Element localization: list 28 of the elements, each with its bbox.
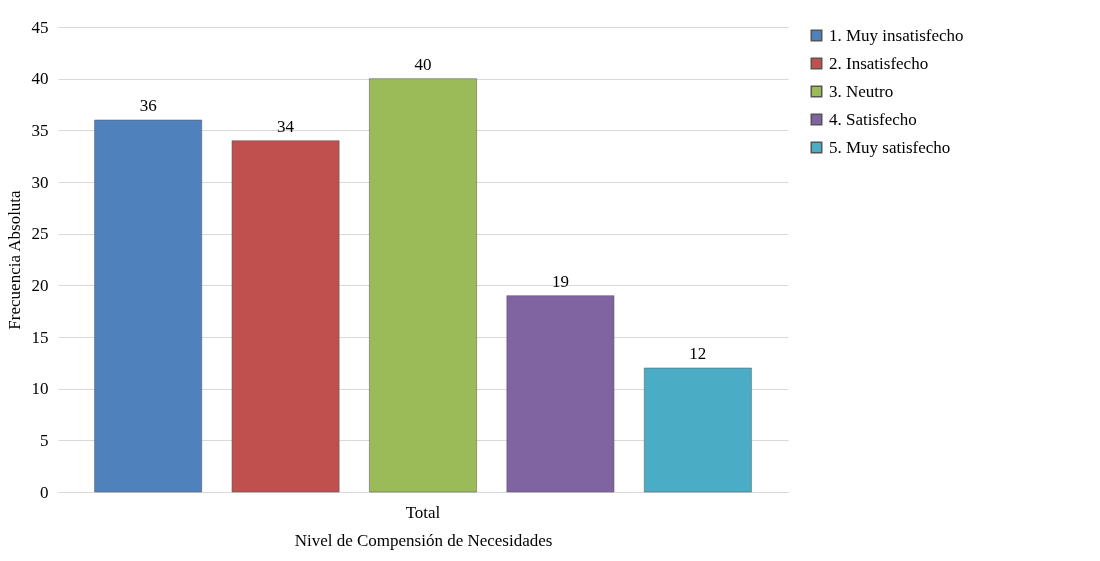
- y-tick-label: 15: [31, 327, 49, 347]
- legend-label: 2. Insatisfecho: [829, 53, 929, 73]
- legend-label: 1. Muy insatisfecho: [829, 25, 964, 45]
- y-tick-label: 30: [31, 172, 49, 192]
- y-tick-label: 35: [31, 120, 49, 140]
- bar: [506, 295, 615, 493]
- y-tick-label: 40: [31, 69, 49, 89]
- x-tick-label: Total: [405, 502, 441, 522]
- data-label: 12: [689, 344, 707, 363]
- x-axis-title: Nivel de Compensión de Necesidades: [294, 530, 553, 550]
- y-tick-label: 10: [31, 379, 49, 399]
- y-tick-label: 20: [31, 275, 49, 295]
- y-axis-title: Frecuencia Absoluta: [4, 189, 24, 330]
- y-tick-label: 45: [31, 17, 49, 37]
- legend-label: 5. Muy satisfecho: [829, 137, 951, 157]
- legend-label: 3. Neutro: [829, 81, 894, 101]
- y-tick-label: 5: [40, 430, 49, 450]
- legend-label: 4. Satisfecho: [829, 109, 917, 129]
- data-label: 34: [277, 116, 295, 136]
- data-label: 36: [139, 96, 157, 115]
- bar: [94, 119, 202, 493]
- bar: [644, 367, 752, 493]
- y-tick-label: 0: [40, 482, 49, 502]
- bar: [231, 140, 340, 493]
- y-tick-label: 25: [31, 224, 49, 244]
- data-label: 19: [551, 271, 569, 291]
- data-label: 40: [414, 54, 432, 74]
- bar: [369, 78, 477, 493]
